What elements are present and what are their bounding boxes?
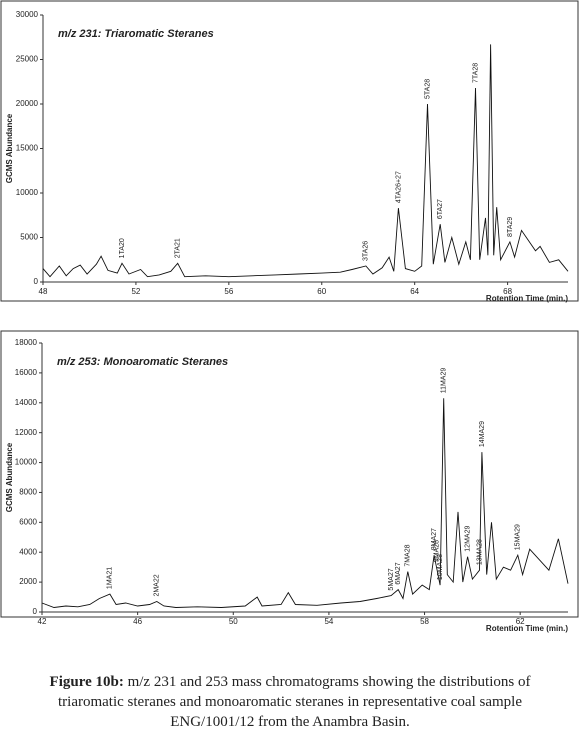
peak-label: 13MA28 [476, 539, 483, 565]
y-tick-label: 25000 [16, 55, 39, 64]
caption: Figure 10b: m/z 231 and 253 mass chromat… [40, 672, 540, 732]
x-tick-label: 48 [39, 287, 48, 296]
x-tick-label: 60 [317, 287, 326, 296]
peak-label: 15MA29 [515, 524, 522, 550]
y-tick-label: 5000 [20, 233, 38, 242]
y-tick-label: 2000 [19, 577, 37, 586]
panel-frame [0, 330, 579, 618]
x-tick-label: 46 [133, 617, 142, 626]
peak-label: 5TA28 [424, 79, 431, 99]
x-axis-label: Rotention Time (min.) [486, 294, 568, 303]
x-tick-label: 56 [224, 287, 233, 296]
peak-label: 5MA27 [388, 568, 395, 590]
y-tick-label: 8000 [19, 488, 37, 497]
x-axis-label: Rotention Time (min.) [486, 624, 568, 633]
peak-label: 7TA28 [472, 63, 479, 83]
peak-label: 14MA29 [479, 421, 486, 447]
caption-label: Figure 10b: [49, 674, 124, 690]
y-tick-label: 14000 [15, 398, 38, 407]
y-tick-label: 12000 [15, 428, 38, 437]
x-tick-label: 42 [38, 617, 47, 626]
peak-label: 12MA29 [464, 526, 471, 552]
y-tick-label: 15000 [16, 144, 39, 153]
peak-label: 2MA22 [154, 574, 161, 596]
peak-label: 8TA29 [507, 217, 514, 237]
y-tick-label: 10000 [15, 458, 38, 467]
x-tick-label: 64 [410, 287, 419, 296]
y-axis-label: GCMS Abundance [5, 113, 14, 183]
peak-label: 4TA26+27 [395, 171, 402, 203]
y-tick-label: 6000 [19, 517, 37, 526]
chart-title: m/z 253: Monoaromatic Steranes [57, 356, 228, 368]
peak-label: 9MA28 [433, 540, 440, 562]
chromatogram-line [42, 44, 569, 278]
x-tick-label: 52 [131, 287, 140, 296]
panel-frame [0, 0, 579, 302]
peak-label: 8MA27 [431, 528, 438, 550]
y-tick-label: 4000 [19, 547, 37, 556]
x-tick-label: 50 [229, 617, 238, 626]
caption-text: m/z 231 and 253 mass chromatograms showi… [58, 674, 531, 730]
y-tick-label: 16000 [15, 368, 38, 377]
peak-label: 1MA21 [107, 567, 114, 589]
x-tick-label: 62 [516, 617, 525, 626]
peak-label: 2TA21 [175, 238, 182, 258]
y-axis-label: GCMS Abundance [5, 442, 14, 512]
y-tick-label: 0 [34, 277, 39, 286]
chart-title: m/z 231: Triaromatic Steranes [58, 28, 214, 40]
peak-label: 6MA27 [395, 562, 402, 584]
peak-label: 10MA28 [437, 554, 444, 580]
peak-label: 11MA29 [441, 368, 448, 394]
y-tick-label: 30000 [16, 10, 39, 19]
peak-label: 1TA20 [119, 238, 126, 258]
x-tick-label: 58 [420, 617, 429, 626]
y-tick-label: 20000 [16, 99, 39, 108]
y-tick-label: 10000 [16, 188, 39, 197]
y-tick-label: 18000 [15, 338, 38, 347]
peak-label: 6TA27 [437, 199, 444, 219]
x-tick-label: 54 [324, 617, 333, 626]
peak-label: 3TA26 [363, 241, 370, 261]
x-tick-label: 68 [503, 287, 512, 296]
peak-label: 7MA28 [405, 544, 412, 566]
chromatogram-line [41, 398, 569, 608]
y-tick-label: 0 [33, 607, 38, 616]
